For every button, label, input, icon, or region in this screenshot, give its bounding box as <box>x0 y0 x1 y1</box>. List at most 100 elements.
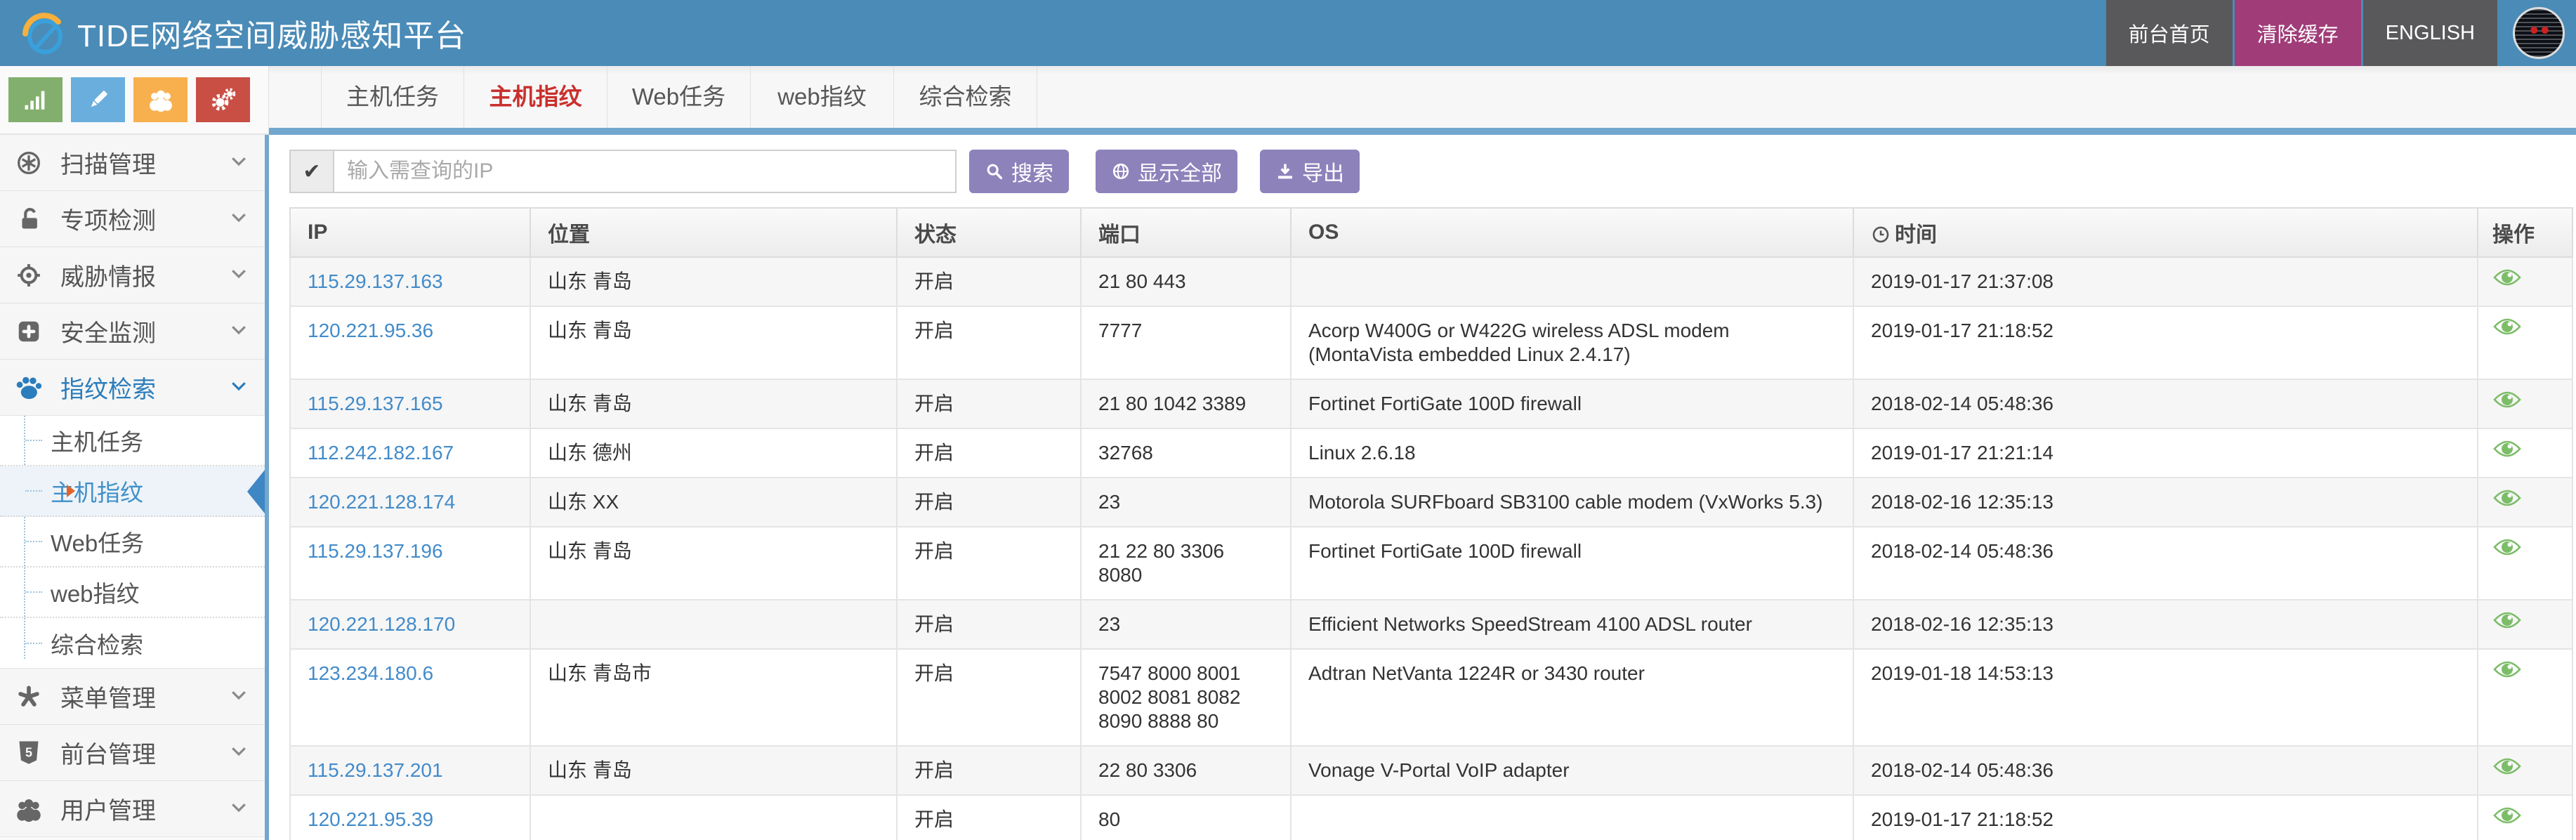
column-header-time: 时间 <box>1853 207 2478 258</box>
search-button[interactable]: 搜索 <box>969 150 1069 193</box>
cell-ip: 115.29.137.165 <box>289 379 531 429</box>
tab-web-task[interactable]: Web任务 <box>607 66 751 128</box>
sidebar-item-menu-management[interactable]: 菜单管理 <box>0 669 265 725</box>
table-row: 112.242.182.167 山东 德州 开启 32768 Linux 2.6.18 2… <box>289 428 2573 478</box>
cell-os <box>1290 256 1854 307</box>
column-header-os: OS <box>1290 207 1854 258</box>
cell-time: 2019-01-17 21:21:14 <box>1853 428 2478 478</box>
cell-actions <box>2477 648 2573 747</box>
export-button[interactable]: 导出 <box>1260 150 1360 193</box>
cell-actions <box>2477 794 2573 840</box>
cell-os: Motorola SURFboard SB3100 cable modem (V… <box>1290 477 1854 527</box>
sidebar-item-front-management[interactable]: 5 前台管理 <box>0 725 265 781</box>
cell-actions <box>2477 428 2573 478</box>
user-avatar[interactable] <box>2513 7 2565 59</box>
cell-ports: 21 80 1042 3389 <box>1080 379 1292 429</box>
ip-link[interactable]: 115.29.137.163 <box>308 270 443 292</box>
nav-front-home-button[interactable]: 前台首页 <box>2105 0 2233 66</box>
ip-link[interactable]: 112.242.182.167 <box>308 442 454 464</box>
cell-time: 2018-02-14 05:48:36 <box>1853 526 2478 601</box>
view-eye-icon[interactable] <box>2492 389 2522 410</box>
submenu-item-web-task[interactable]: Web任务 <box>0 517 265 567</box>
tab-host-fingerprint[interactable]: 主机指纹 <box>464 66 607 128</box>
cell-ip: 120.221.95.36 <box>289 306 531 380</box>
unlock-icon <box>14 204 44 234</box>
tree-stub <box>25 541 42 542</box>
view-eye-icon[interactable] <box>2492 756 2522 777</box>
sidebar-item-user-management[interactable]: 用户管理 <box>0 781 265 837</box>
view-eye-icon[interactable] <box>2492 610 2522 631</box>
tab-combined-search[interactable]: 综合检索 <box>894 66 1037 128</box>
cell-ip: 120.221.128.170 <box>289 599 531 650</box>
burst-icon <box>14 682 44 711</box>
cell-location: 山东 德州 <box>530 428 898 478</box>
show-all-button[interactable]: 显示全部 <box>1096 150 1237 193</box>
view-eye-icon[interactable] <box>2492 316 2522 337</box>
cell-status: 开启 <box>896 794 1082 840</box>
tree-stub <box>25 490 42 492</box>
view-eye-icon[interactable] <box>2492 487 2522 508</box>
chevron-down-icon <box>228 740 249 765</box>
search-input[interactable] <box>333 150 957 193</box>
paw-icon <box>14 373 44 402</box>
search-icon <box>987 164 1003 180</box>
tab-web-fingerprint[interactable]: web指纹 <box>751 66 894 128</box>
sidebar-item-security-monitor[interactable]: 安全监测 <box>0 303 265 360</box>
quick-users-button[interactable] <box>133 77 188 122</box>
cell-ports: 22 80 3306 <box>1080 745 1292 796</box>
submenu-item-web-fingerprint[interactable]: web指纹 <box>0 567 265 618</box>
sidebar-item-fingerprint-search[interactable]: 指纹检索 <box>0 360 265 416</box>
toolbar-row: 主机任务 主机指纹 Web任务 web指纹 综合检索 <box>0 66 2576 135</box>
tab-host-task[interactable]: 主机任务 <box>321 66 464 128</box>
ip-link[interactable]: 120.221.95.39 <box>308 808 434 830</box>
cell-ip: 120.221.128.174 <box>289 477 531 527</box>
cell-ports: 23 <box>1080 599 1292 650</box>
view-eye-icon[interactable] <box>2492 659 2522 680</box>
cell-os: Efficient Networks SpeedStream 4100 ADSL… <box>1290 599 1854 650</box>
column-header-ports: 端口 <box>1080 207 1292 258</box>
cell-location <box>530 599 898 650</box>
cell-status: 开启 <box>896 379 1082 429</box>
view-eye-icon[interactable] <box>2492 805 2522 826</box>
cell-status: 开启 <box>896 599 1082 650</box>
column-header-location: 位置 <box>530 207 898 258</box>
cell-time: 2019-01-18 14:53:13 <box>1853 648 2478 747</box>
cell-ports: 80 <box>1080 794 1292 840</box>
ip-link[interactable]: 115.29.137.196 <box>308 540 443 562</box>
cell-location: 山东 XX <box>530 477 898 527</box>
view-eye-icon[interactable] <box>2492 267 2522 288</box>
chevron-down-icon <box>228 684 249 709</box>
cell-location: 山东 青岛 <box>530 306 898 380</box>
sidebar-item-label: 菜单管理 <box>60 685 156 712</box>
sidebar-item-threat-intel[interactable]: 威胁情报 <box>0 247 265 303</box>
tree-stub <box>25 440 42 441</box>
view-eye-icon[interactable] <box>2492 438 2522 459</box>
nav-clear-cache-button[interactable]: 清除缓存 <box>2234 0 2361 66</box>
quick-settings-button[interactable] <box>196 77 250 122</box>
chevron-down-icon <box>228 263 249 287</box>
cell-status: 开启 <box>896 306 1082 380</box>
sidebar-item-special-detection[interactable]: 专项检测 <box>0 191 265 247</box>
view-eye-icon[interactable] <box>2492 537 2522 558</box>
page-title: TIDE网络空间威胁感知平台 <box>77 19 467 53</box>
submenu-item-combined-search[interactable]: 综合检索 <box>0 618 265 669</box>
submenu-item-host-fingerprint[interactable]: 主机指纹 <box>0 466 265 517</box>
cell-ip: 115.29.137.196 <box>289 526 531 601</box>
ip-link[interactable]: 120.221.95.36 <box>308 320 434 341</box>
quick-edit-button[interactable] <box>71 77 125 122</box>
ip-link[interactable]: 115.29.137.165 <box>308 393 443 414</box>
ip-link[interactable]: 120.221.128.174 <box>308 491 456 513</box>
table-row: 115.29.137.201 山东 青岛 开启 22 80 3306 Vonage V-… <box>289 745 2573 796</box>
quick-stats-button[interactable] <box>8 77 63 122</box>
users-icon <box>149 90 172 112</box>
ip-link[interactable]: 115.29.137.201 <box>308 759 443 781</box>
plus-square-icon <box>14 317 44 346</box>
globe-icon <box>1112 163 1129 180</box>
sidebar-item-scan-management[interactable]: 扫描管理 <box>0 135 265 191</box>
cell-time: 2018-02-14 05:48:36 <box>1853 745 2478 796</box>
nav-english-button[interactable]: ENGLISH <box>2363 0 2497 66</box>
submenu-item-host-task[interactable]: 主机任务 <box>0 416 265 466</box>
column-header-actions: 操作 <box>2477 207 2573 258</box>
ip-link[interactable]: 120.221.128.170 <box>308 613 456 635</box>
ip-link[interactable]: 123.234.180.6 <box>308 662 434 684</box>
